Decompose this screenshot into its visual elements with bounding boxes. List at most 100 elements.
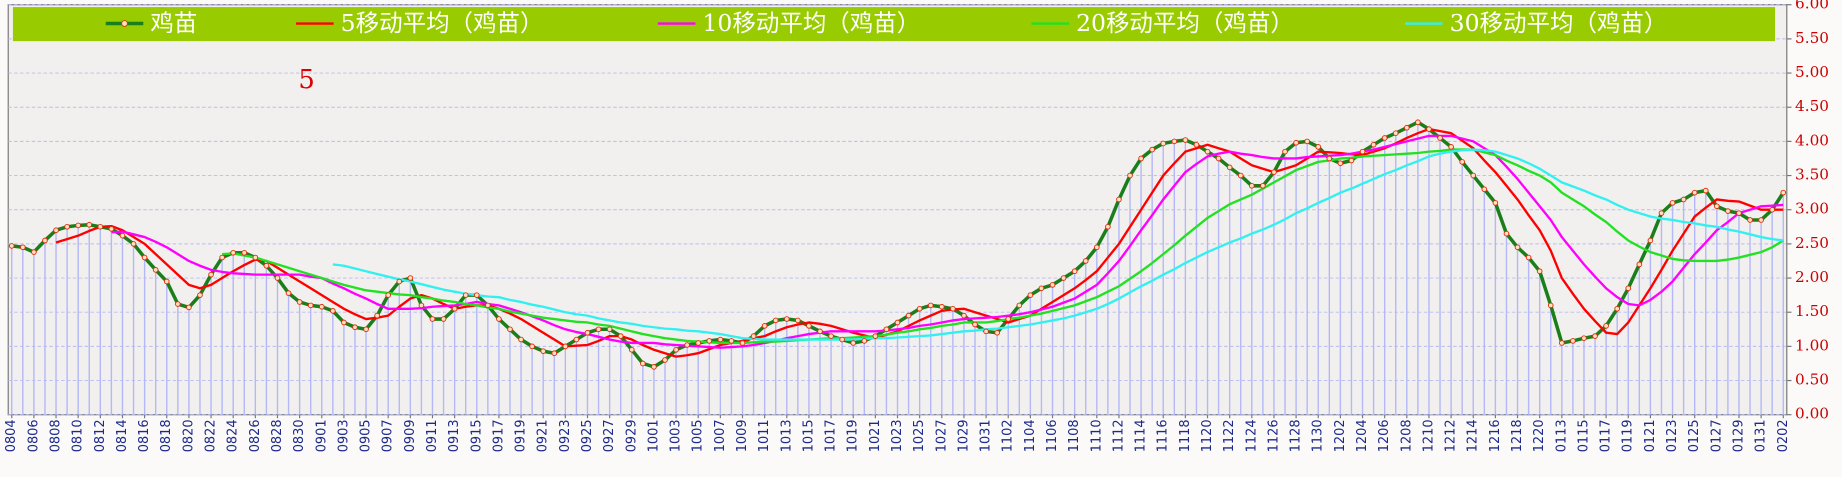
point [927,302,934,309]
point [1647,237,1654,244]
point [285,290,292,296]
point [208,271,214,278]
x-tick-label: 1122 [1222,419,1237,452]
x-tick-label: 0816 [137,419,152,452]
point [828,333,834,339]
x-tick-label: 1208 [1399,419,1414,452]
point [385,292,392,298]
point [1049,282,1056,288]
x-tick-label: 1210 [1421,419,1436,452]
y-tick-label: 0.00 [1795,405,1829,423]
point [640,360,646,367]
point [1060,275,1067,281]
legend-label: 20移动平均（鸡苗） [1076,9,1294,37]
point [1027,292,1034,298]
point [1747,217,1753,223]
point [496,316,502,322]
point [330,308,336,314]
point [1459,159,1465,165]
point [130,241,137,247]
point [53,227,59,234]
x-tick-label: 0113 [1554,419,1569,452]
point [1171,138,1178,145]
x-tick-label: 1003 [669,419,684,452]
point [8,243,15,249]
x-tick-label: 1007 [713,419,728,452]
point [1226,164,1233,171]
point [1769,206,1776,213]
point [20,244,26,251]
point [1127,172,1133,179]
point [1204,148,1211,155]
point [750,333,757,339]
point [905,312,912,319]
x-tick-label: 0923 [558,419,573,452]
x-tick-label: 1202 [1333,419,1348,452]
y-tick-label: 6.00 [1795,0,1829,13]
point [197,292,203,298]
point [1348,157,1355,164]
x-tick-label: 1212 [1444,419,1459,452]
point [1160,140,1167,147]
x-tick-label: 1106 [1045,419,1060,452]
point [916,305,923,312]
point [1237,172,1244,179]
point [1725,208,1731,214]
x-tick-label: 1013 [779,419,794,452]
point [628,346,635,353]
point [783,316,790,322]
point [850,340,857,346]
x-tick-label: 1023 [890,419,905,452]
point [252,254,259,261]
x-tick-label: 1031 [979,419,994,452]
x-tick-label: 0804 [4,419,19,452]
point [219,254,225,261]
x-tick-label: 0129 [1731,419,1746,452]
point [673,346,679,353]
point [1702,187,1709,194]
x-tick-label: 0903 [336,419,351,452]
x-tick-label: 0905 [359,419,374,452]
y-tick-label: 4.00 [1795,131,1829,149]
point [1293,139,1299,146]
x-tick-label: 0810 [71,419,86,452]
x-tick-label: 1027 [934,419,949,452]
y-tick-label: 1.50 [1795,302,1829,320]
point [1714,203,1720,210]
x-tick-label: 0808 [49,419,64,452]
point [1071,268,1078,275]
x-tick-label: 0929 [624,419,639,452]
point [274,275,281,281]
x-tick-label: 0125 [1687,419,1702,452]
x-tick-label: 1114 [1134,419,1149,452]
point [1437,135,1443,141]
point [1415,119,1421,126]
point [341,319,347,326]
point [141,254,148,261]
x-tick-label: 1021 [868,419,883,452]
x-tick-label: 1108 [1067,419,1082,452]
point [1116,196,1122,203]
point [296,299,303,305]
x-tick-label: 0822 [204,419,219,452]
point [1470,172,1477,179]
point [662,357,668,363]
x-tick-label: 0919 [514,419,529,452]
point [872,333,879,339]
y-tick-label: 2.50 [1795,234,1829,252]
point [1105,223,1111,230]
point [950,305,956,312]
point [728,338,735,344]
point [1359,148,1366,155]
point [961,312,967,319]
point [1392,130,1399,137]
point [1559,340,1565,346]
point [1016,302,1023,309]
point [894,319,901,326]
point [1547,302,1554,309]
y-tick-label: 3.00 [1795,200,1829,218]
point [263,262,270,269]
x-tick-label: 0909 [403,419,418,452]
point [706,338,713,344]
point [772,317,779,324]
